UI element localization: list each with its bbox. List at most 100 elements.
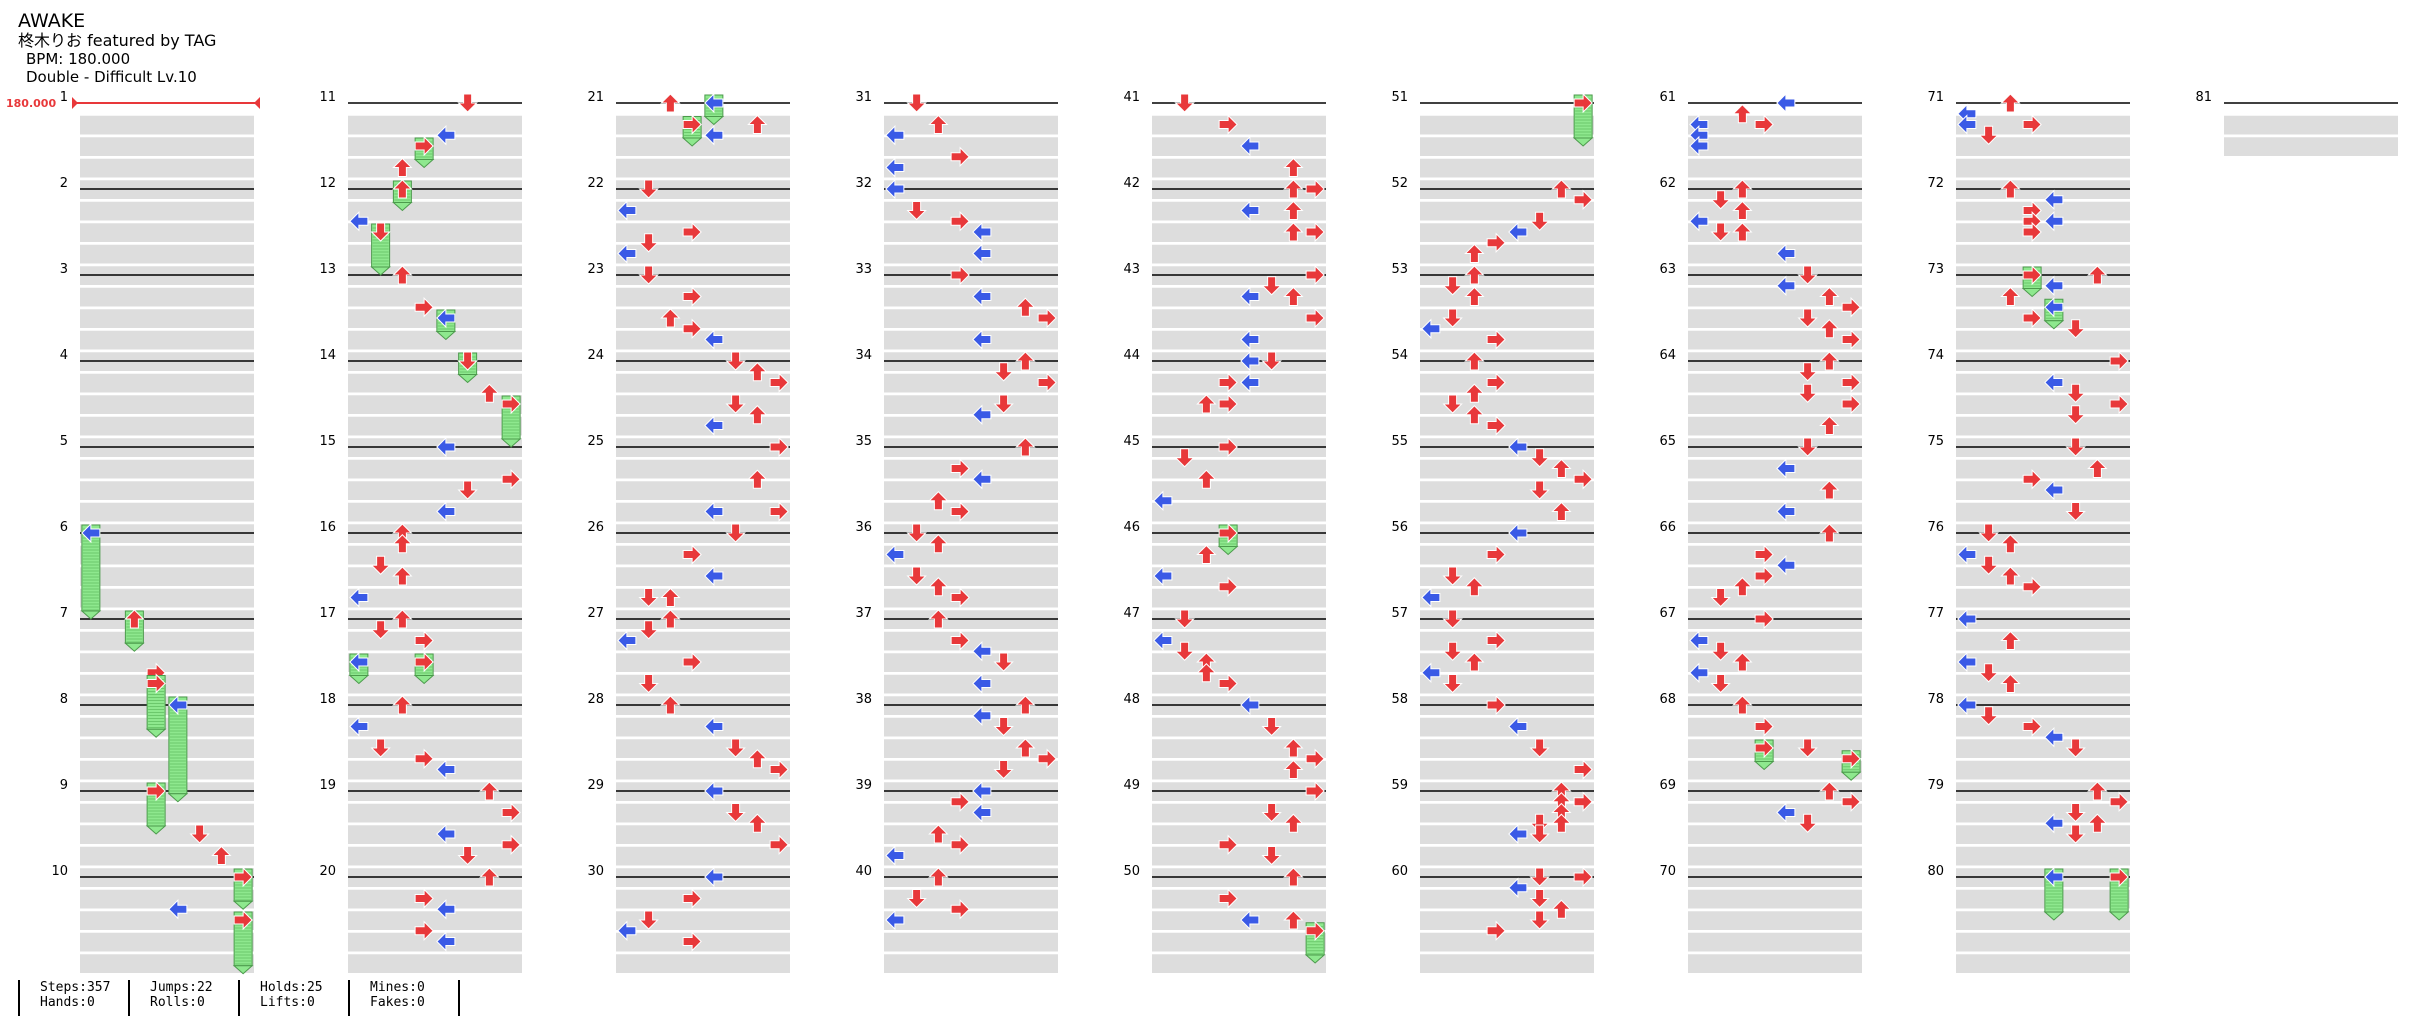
arrow-right-icon: [950, 899, 970, 920]
beat-stripe: [348, 717, 522, 737]
arrow-up-icon: [392, 609, 413, 629]
beat-stripe: [80, 631, 254, 651]
arrow-up-icon: [1732, 695, 1753, 715]
arrow-left-icon: [885, 845, 905, 866]
measure-12: 12: [319, 176, 522, 285]
beat-stripe: [1420, 459, 1594, 479]
arrow-right-icon: [682, 114, 702, 135]
arrow-left-icon: [1689, 211, 1709, 232]
beat-stripe: [616, 588, 790, 608]
arrow-left-icon: [1957, 694, 1977, 716]
arrow-down-icon: [370, 222, 391, 242]
arrow-left-icon: [972, 641, 992, 662]
beat-stripe: [1420, 287, 1594, 307]
arrow-up-icon: [1196, 394, 1217, 414]
arrow-up-icon: [392, 534, 413, 554]
arrow-left-icon: [1957, 114, 1977, 135]
beat-stripe: [1420, 201, 1594, 221]
arrow-up-icon: [928, 609, 949, 629]
beat-stripe: [1688, 416, 1862, 436]
beat-stripe: [80, 739, 254, 758]
arrow-up-icon: [1551, 458, 1572, 478]
arrow-down-icon: [993, 394, 1014, 414]
arrow-left-icon: [436, 125, 456, 146]
measure-number: 18: [319, 692, 336, 707]
arrow-up-icon: [1283, 910, 1304, 930]
beat-stripe: [616, 954, 790, 973]
beat-stripe: [1420, 567, 1594, 586]
arrow-left-icon: [1776, 275, 1796, 296]
arrow-down-icon: [725, 738, 746, 758]
beat-stripe: [1688, 739, 1862, 758]
measure-number: 10: [51, 864, 68, 879]
measure-number: 79: [1927, 778, 1944, 793]
beat-stripe: [348, 287, 522, 307]
beat-stripe: [1420, 416, 1594, 436]
measure-36: 36: [855, 520, 1058, 629]
arrow-up-icon: [2000, 630, 2021, 650]
beat-stripe: [1152, 653, 1326, 672]
beat-stripe: [1956, 416, 2130, 436]
stat-steps: Steps:357: [40, 980, 111, 995]
beat-stripe: [884, 158, 1058, 178]
beat-stripe: [348, 803, 522, 823]
arrow-down-icon: [1797, 308, 1818, 328]
beat-stripe: [1688, 545, 1862, 565]
arrow-up-icon: [928, 824, 949, 844]
arrow-down-icon: [1529, 867, 1550, 887]
arrow-down-icon: [370, 738, 391, 758]
beat-stripe: [348, 825, 522, 844]
arrow-left-icon: [704, 780, 724, 802]
arrow-left-icon: [1153, 490, 1173, 511]
arrow-up-icon: [1196, 663, 1217, 683]
arrow-up-icon: [1464, 265, 1485, 285]
measure-29: 29: [587, 778, 790, 887]
arrow-down-icon: [2065, 824, 2086, 844]
arrow-right-icon: [950, 834, 970, 855]
beat-stripe: [1152, 502, 1326, 522]
hold-note: [80, 524, 102, 620]
beat-stripe: [348, 889, 522, 909]
arrow-up-icon: [1464, 351, 1485, 371]
beat-stripe: [80, 481, 254, 500]
arrow-left-icon: [972, 469, 992, 490]
arrow-up-icon: [2087, 781, 2108, 801]
beat-stripe: [80, 459, 254, 479]
arrow-up-icon: [1732, 222, 1753, 242]
arrow-left-icon: [2044, 275, 2064, 296]
measure-23: 23: [587, 262, 790, 371]
measure-number: 9: [60, 778, 68, 793]
arrow-up-icon: [1551, 501, 1572, 521]
beat-stripe: [80, 416, 254, 436]
arrow-right-icon: [1037, 748, 1057, 769]
measure-21: 21: [587, 90, 790, 199]
arrow-left-icon: [972, 780, 992, 802]
beat-stripe: [1956, 760, 2130, 780]
arrow-right-icon: [414, 920, 434, 941]
arrow-right-icon: [414, 888, 434, 909]
arrow-down-icon: [906, 523, 927, 543]
beat-stripe: [616, 481, 790, 500]
beat-stripe: [80, 674, 254, 694]
arrow-left-icon: [349, 651, 369, 673]
measure-number: 58: [1391, 692, 1408, 707]
beat-stripe: [348, 330, 522, 350]
arrow-up-icon: [660, 695, 681, 715]
beat-stripe: [616, 373, 790, 393]
beat-stripe: [1956, 201, 2130, 221]
measure-31: 31: [855, 90, 1058, 199]
measure-77: 77: [1927, 606, 2130, 715]
measure-number: 47: [1123, 606, 1140, 621]
measure-5: 5: [60, 434, 254, 543]
beat-stripe: [1420, 158, 1594, 178]
measure-number: 72: [1927, 176, 1944, 191]
arrow-down-icon: [638, 179, 659, 199]
arrow-down-icon: [2065, 803, 2086, 823]
arrow-up-icon: [1732, 652, 1753, 672]
arrow-down-icon: [1797, 383, 1818, 403]
arrow-down-icon: [2065, 319, 2086, 339]
measure-number: 27: [587, 606, 604, 621]
beat-stripe: [616, 309, 790, 328]
measure-1: 1: [60, 90, 254, 199]
arrow-right-icon: [1486, 232, 1506, 253]
